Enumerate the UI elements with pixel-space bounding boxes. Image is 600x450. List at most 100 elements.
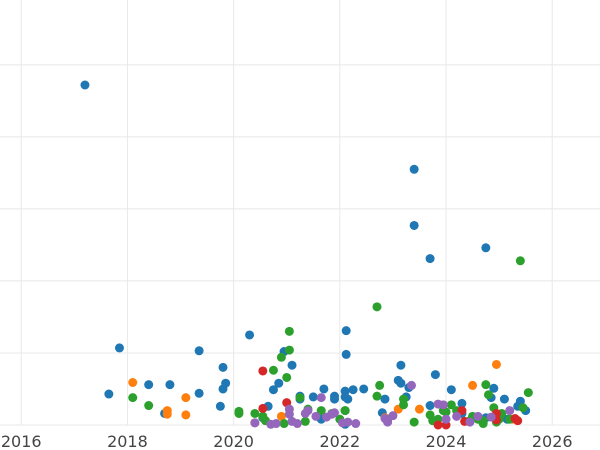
data-point <box>518 403 528 413</box>
data-point <box>491 359 501 369</box>
data-point <box>330 408 340 418</box>
data-point <box>258 403 268 413</box>
data-point <box>341 349 351 359</box>
data-point <box>478 419 488 429</box>
data-point <box>481 380 491 390</box>
data-point <box>515 256 525 266</box>
data-point <box>409 164 419 174</box>
data-point <box>505 406 515 416</box>
data-point <box>104 389 114 399</box>
data-point <box>351 419 361 429</box>
data-point <box>279 419 289 429</box>
data-point <box>433 420 443 430</box>
data-point <box>441 414 451 424</box>
data-point <box>165 380 175 390</box>
data-point <box>457 398 467 408</box>
data-point <box>468 380 478 390</box>
series-4 <box>258 366 523 430</box>
data-point <box>425 254 435 264</box>
data-point <box>409 417 419 427</box>
data-point <box>250 418 260 428</box>
series-3 <box>128 256 533 429</box>
grid <box>0 0 600 426</box>
data-point <box>486 412 496 422</box>
data-point <box>438 400 448 410</box>
x-axis-tick-labels: 2016 2018 2020 2022 2024 2026 <box>1 432 573 450</box>
data-point <box>194 346 204 356</box>
data-point <box>258 366 268 376</box>
data-point <box>372 391 382 401</box>
data-point <box>282 372 292 382</box>
data-point <box>271 419 281 429</box>
data-point <box>348 385 358 395</box>
data-point <box>245 330 255 340</box>
data-point <box>481 243 491 253</box>
data-point <box>114 343 124 353</box>
data-point <box>441 407 451 417</box>
data-point <box>340 406 350 416</box>
data-point <box>483 390 493 400</box>
data-point <box>303 406 313 416</box>
data-point <box>316 393 326 403</box>
data-point <box>218 362 228 372</box>
data-point <box>128 378 138 387</box>
data-point <box>414 404 424 414</box>
data-point <box>162 409 172 419</box>
x-tick-label: 2016 <box>1 432 42 450</box>
data-point <box>396 360 406 370</box>
data-point <box>128 393 138 403</box>
series-1 <box>80 80 531 429</box>
data-point <box>250 408 260 418</box>
data-point <box>452 411 462 421</box>
data-point <box>284 409 294 419</box>
data-point <box>523 388 533 398</box>
data-point <box>341 326 351 336</box>
data-point <box>372 302 382 312</box>
data-point <box>375 380 385 390</box>
data-point <box>308 392 318 402</box>
data-point <box>489 383 499 393</box>
data-point <box>316 406 326 416</box>
data-point <box>194 388 204 398</box>
data-point <box>383 417 393 427</box>
data-point <box>284 345 294 355</box>
data-point <box>80 80 90 90</box>
data-point <box>221 378 231 388</box>
x-tick-label: 2020 <box>213 432 254 450</box>
data-point <box>330 394 340 404</box>
x-tick-label: 2024 <box>426 432 467 450</box>
data-point <box>181 410 191 420</box>
data-point <box>274 378 284 388</box>
data-point <box>465 417 475 427</box>
data-point <box>276 352 286 362</box>
data-point <box>425 401 435 411</box>
data-point <box>430 370 440 380</box>
data-point <box>287 360 297 370</box>
data-point <box>359 384 369 394</box>
data-point <box>144 380 154 390</box>
data-point <box>234 408 244 418</box>
data-point <box>457 406 467 416</box>
data-point <box>319 384 329 394</box>
data-point <box>276 411 286 421</box>
data-point <box>343 394 353 404</box>
data-points <box>80 80 533 430</box>
data-point <box>292 419 302 429</box>
data-point <box>181 393 191 403</box>
x-tick-label: 2018 <box>107 432 148 450</box>
data-point <box>473 411 483 421</box>
data-point <box>215 401 225 411</box>
data-point <box>399 394 409 404</box>
data-point <box>300 416 310 426</box>
data-point <box>268 385 278 395</box>
data-point <box>343 417 353 427</box>
data-point <box>499 394 509 404</box>
data-point <box>513 416 523 426</box>
x-tick-label: 2022 <box>319 432 360 450</box>
data-point <box>295 393 305 403</box>
data-point <box>446 385 456 395</box>
data-point <box>380 394 390 404</box>
data-point <box>268 365 278 375</box>
data-point <box>388 411 398 421</box>
